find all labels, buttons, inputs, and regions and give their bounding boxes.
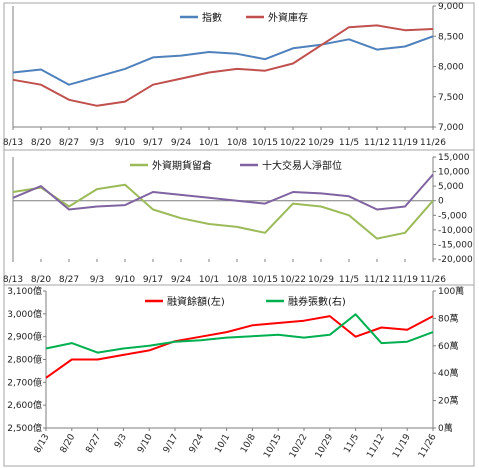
chart-1-x-tick-label: 9/17 — [143, 138, 163, 148]
chart-2-right-tick-label: -10,000 — [438, 226, 473, 236]
chart-3-left-tick-label: 3,000億 — [7, 308, 42, 320]
chart-1-x-tick-label: 10/15 — [252, 138, 278, 148]
chart-2-x-tick-label: 8/13 — [3, 275, 23, 285]
chart-1-x-tick-label: 9/10 — [115, 138, 135, 148]
chart-2-x-tick-label: 11/12 — [364, 275, 390, 285]
chart-2-legend-label-1: 外資期貨留倉 — [152, 159, 212, 172]
chart-1-x-tick-label: 11/5 — [339, 138, 359, 148]
chart-2-x-tick-label: 8/20 — [31, 275, 51, 285]
chart-3-left-tick-label: 3,100億 — [7, 285, 42, 297]
chart-2-right-tick-label: 10,000 — [438, 168, 470, 178]
chart-2-x-tick-label: 10/8 — [227, 275, 247, 285]
chart-2-right-tick-label: -15,000 — [438, 240, 473, 250]
chart-3-left-tick-label: 2,500億 — [7, 422, 42, 434]
chart-2-x-tick-label: 9/3 — [90, 275, 104, 285]
chart-2-x-tick-label: 10/22 — [280, 275, 306, 285]
chart-3-right-tick-label: 80萬 — [438, 312, 458, 324]
chart-3-left-tick-label: 2,700億 — [7, 376, 42, 388]
chart-1-right-tick-label: 7,000 — [438, 123, 464, 133]
chart-1-x-tick-label: 9/3 — [90, 138, 104, 148]
chart-2-x-tick-label: 9/17 — [143, 275, 163, 285]
chart-2-right-tick-label: 0 — [438, 197, 444, 207]
chart-3-legend-label-2: 融券張數(右) — [288, 295, 346, 308]
chart-2-frame — [3, 149, 475, 286]
chart-2-right-tick-label: 15,000 — [438, 153, 470, 163]
chart-2-series-line-1 — [12, 183, 434, 240]
chart-2-right-tick-label: 5,000 — [438, 182, 464, 192]
chart-3-left-tick-label: 2,900億 — [7, 331, 42, 343]
chart-1-right-tick-label: 8,500 — [438, 32, 464, 42]
chart-3-right-tick-label: 0萬 — [438, 422, 453, 434]
chart-3-right-tick-label: 100萬 — [438, 285, 464, 297]
chart-1-x-tick-label: 9/24 — [171, 138, 191, 148]
chart-2-legend-label-2: 十大交易人淨部位 — [262, 159, 342, 172]
chart-2-x-tick-label: 10/29 — [308, 275, 334, 285]
chart-3-left-tick-label: 2,800億 — [7, 354, 42, 366]
chart-3-right-tick-label: 40萬 — [438, 367, 458, 379]
chart-1-right-tick-label: 7,500 — [438, 93, 464, 103]
chart-1-x-tick-label: 8/13 — [3, 138, 23, 148]
chart-1-x-tick-label: 10/1 — [199, 138, 219, 148]
chart-3-series-line-1 — [45, 315, 434, 379]
chart-2-x-tick-label: 11/5 — [339, 275, 359, 285]
chart-1-right-tick-label: 9,000 — [438, 2, 464, 12]
chart-1-x-tick-label: 10/22 — [280, 138, 306, 148]
chart-2-x-tick-label: 10/1 — [199, 275, 219, 285]
chart-2-x-tick-label: 11/26 — [420, 275, 446, 285]
chart-3-frame — [3, 284, 475, 467]
chart-1-x-tick-label: 8/27 — [59, 138, 79, 148]
chart-1-x-tick-label: 10/29 — [308, 138, 334, 148]
chart-2-series-line-2 — [12, 173, 434, 211]
chart-1-x-tick-label: 8/20 — [31, 138, 51, 148]
chart-1-legend-label-2: 外資庫存 — [268, 11, 308, 24]
chart-2-x-tick-label: 9/24 — [171, 275, 191, 285]
chart-2-right-tick-label: -20,000 — [438, 255, 473, 265]
chart-1-frame — [3, 2, 475, 151]
chart-2-x-tick-label: 9/10 — [115, 275, 135, 285]
chart-3-right-tick-label: 20萬 — [438, 395, 458, 407]
chart-1-right-tick-label: 8,000 — [438, 63, 464, 73]
chart-2-x-tick-label: 8/27 — [59, 275, 79, 285]
chart-3-right-tick-label: 60萬 — [438, 340, 458, 352]
chart-1-legend-label-1: 指數 — [202, 11, 222, 24]
chart-1-x-tick-label: 11/19 — [392, 138, 418, 148]
chart-2-x-tick-label: 11/19 — [392, 275, 418, 285]
chart-1-x-tick-label: 11/12 — [364, 138, 390, 148]
chart-3-series-line-2 — [45, 313, 434, 354]
chart-2-right-tick-label: -5,000 — [438, 211, 467, 221]
chart-1-x-tick-label: 10/8 — [227, 138, 247, 148]
chart-1-series-line-1 — [12, 35, 434, 86]
chart-2-x-tick-label: 10/15 — [252, 275, 278, 285]
chart-3-left-tick-label: 2,600億 — [7, 399, 42, 411]
chart-3-legend-label-1: 融資餘額(左) — [167, 295, 225, 308]
chart-1-x-tick-label: 11/26 — [420, 138, 446, 148]
chart-1-series-line-2 — [12, 24, 434, 107]
